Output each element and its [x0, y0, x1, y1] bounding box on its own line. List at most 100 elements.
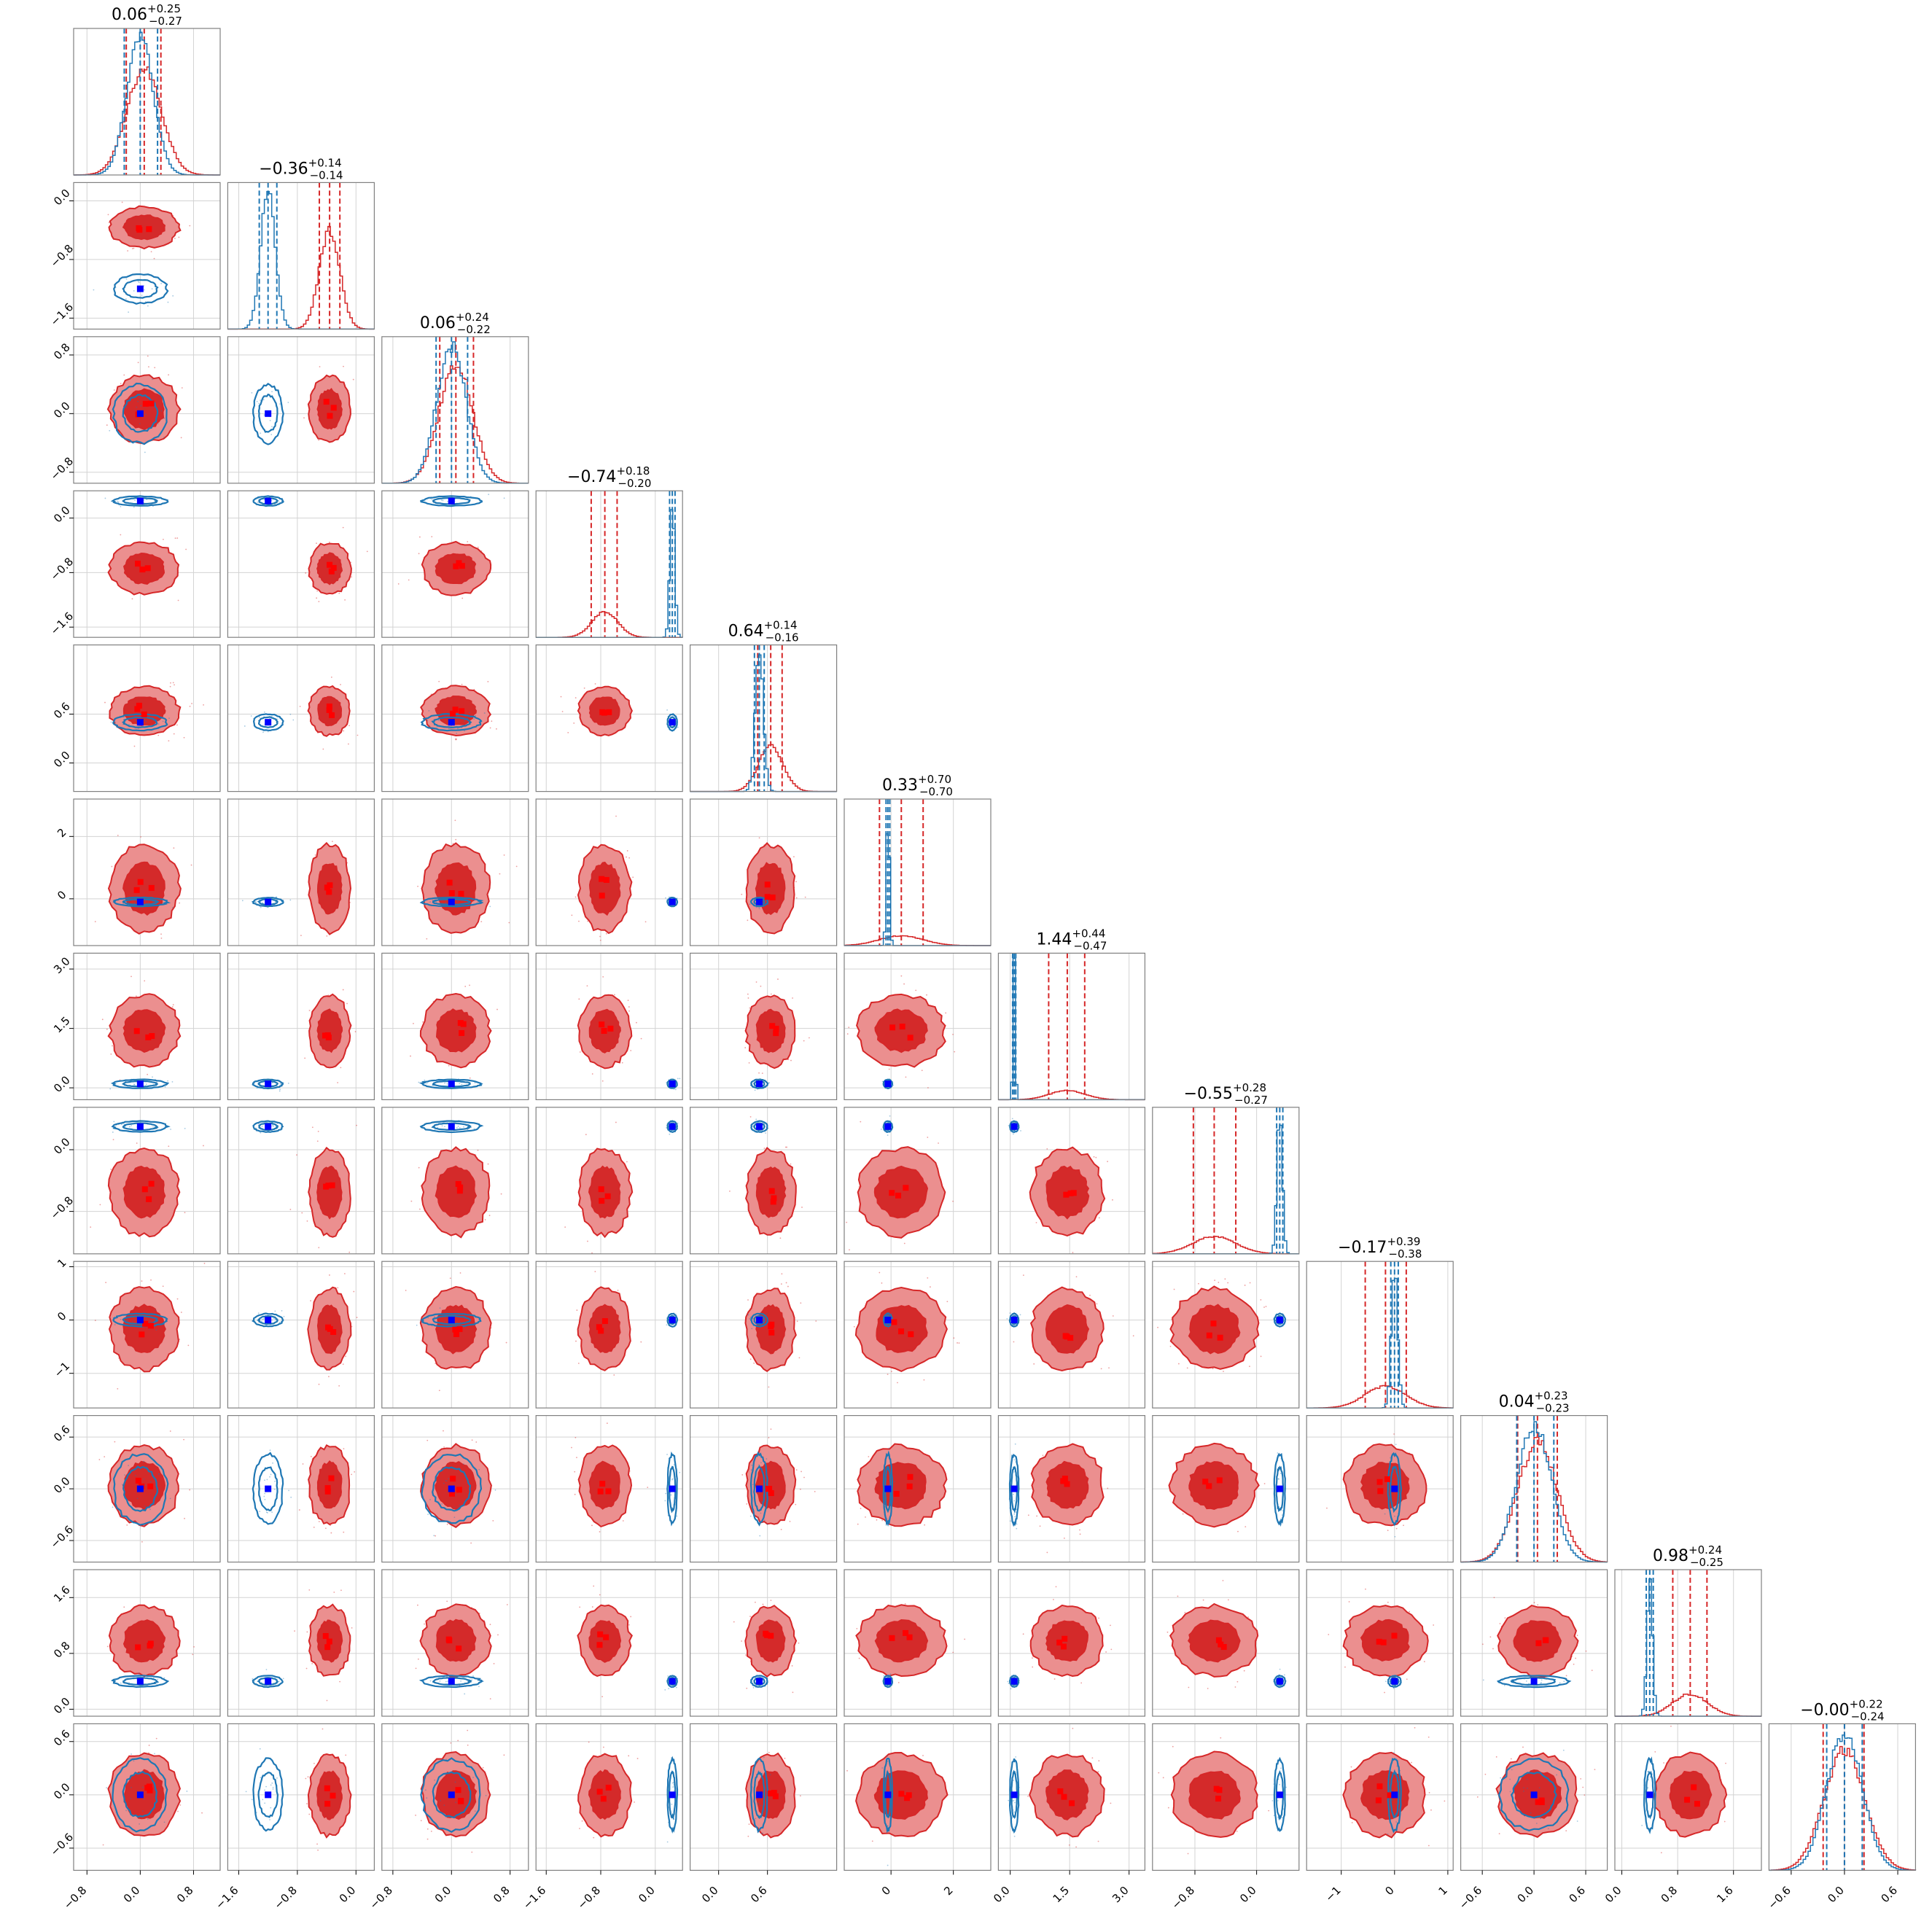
truth-marker: [136, 1791, 144, 1799]
red-sample: [1032, 1657, 1033, 1659]
red-marker: [607, 1025, 614, 1032]
panel-frame: [227, 1107, 375, 1255]
red-sample: [126, 1524, 128, 1526]
red-sample: [430, 1830, 432, 1832]
panel-title: −0.55+0.28 −0.27: [1184, 1081, 1268, 1107]
blue-sample: [891, 1312, 893, 1314]
red-sample: [340, 1589, 342, 1592]
red-sample: [1032, 1666, 1034, 1668]
contour-panel: [1306, 1569, 1454, 1717]
red-sample: [147, 355, 149, 357]
panel-content: [741, 837, 806, 935]
panel-content: [106, 355, 183, 453]
truth-marker: [669, 1485, 676, 1492]
truth-marker: [265, 719, 272, 726]
red-sample: [1042, 1454, 1044, 1457]
blue-contour-outer: [110, 1078, 170, 1089]
blue-sample: [456, 1322, 458, 1323]
blue-sample: [472, 1675, 474, 1677]
red-sample: [1098, 1617, 1099, 1619]
blue-sample: [429, 901, 432, 903]
red-sample: [339, 1680, 341, 1683]
red-contour-inner: [874, 1008, 928, 1053]
blue-sample: [120, 1123, 122, 1126]
blue-sample: [264, 1492, 266, 1495]
red-marker: [144, 565, 151, 572]
red-marker: [1376, 1638, 1382, 1645]
red-sample: [799, 1488, 801, 1490]
red-sample: [876, 1519, 878, 1521]
red-sample: [579, 1606, 581, 1608]
blue-contour-outer: [420, 1312, 482, 1328]
truth-marker: [756, 1080, 763, 1088]
red-sample: [1244, 1285, 1246, 1286]
blue-sample: [171, 1081, 174, 1083]
panel-frame: [227, 336, 375, 484]
blue-contour-inner: [431, 1122, 472, 1131]
title-upper: +0.24: [456, 311, 489, 324]
red-sample: [203, 704, 204, 706]
blue-contour-outer: [252, 495, 285, 507]
red-marker: [459, 708, 465, 714]
blue-contour-outer: [113, 273, 169, 305]
panel-content: [410, 1120, 502, 1239]
blue-sample: [434, 1316, 435, 1318]
red-sample: [148, 1745, 150, 1746]
red-marker: [329, 712, 335, 718]
red-sample: [579, 1828, 580, 1829]
red-sample: [508, 922, 510, 924]
blue-sample: [426, 1797, 428, 1799]
red-sample: [1263, 1306, 1265, 1308]
red-marker: [330, 1792, 336, 1799]
panel-frame: [844, 1569, 992, 1717]
blue-sample: [133, 1084, 136, 1086]
red-marker: [771, 1195, 777, 1201]
red-sample: [337, 1287, 339, 1289]
red-marker: [148, 1180, 155, 1187]
red-sample: [173, 733, 175, 735]
truth-marker: [136, 1678, 144, 1685]
red-marker: [141, 711, 147, 717]
panel-frame: [689, 952, 838, 1101]
blue-sample: [144, 451, 146, 453]
blue-sample: [1540, 1683, 1542, 1684]
red-sample: [174, 684, 175, 686]
red-marker: [458, 1798, 464, 1804]
panel-background: [227, 644, 375, 792]
red-marker: [1215, 1637, 1222, 1643]
red-sample: [946, 1301, 949, 1303]
blue-sample: [473, 1128, 475, 1130]
panel-content: [252, 989, 357, 1092]
red-sample: [340, 684, 341, 685]
blue-sample: [453, 1516, 456, 1519]
blue-sample: [146, 499, 148, 501]
panel-frame: [997, 1107, 1146, 1255]
red-sample: [443, 1430, 444, 1432]
red-sample: [1533, 1602, 1535, 1604]
red-sample: [857, 1523, 859, 1525]
blue-sample: [439, 1680, 441, 1682]
blue-sample: [488, 494, 490, 496]
blue-sample: [252, 1678, 254, 1680]
title-upper: +0.14: [308, 156, 342, 169]
blue-sample: [131, 1125, 133, 1126]
red-marker: [1380, 1639, 1387, 1645]
truth-marker: [669, 1678, 676, 1685]
red-marker: [136, 702, 142, 709]
red-sample: [1166, 1631, 1169, 1633]
red-sample: [438, 680, 440, 682]
panel-content: [106, 1604, 195, 1688]
red-sample: [183, 1438, 184, 1441]
red-sample: [1403, 1524, 1404, 1527]
red-marker: [605, 1784, 612, 1791]
red-sample: [135, 995, 137, 997]
blue-sample: [262, 1318, 265, 1320]
red-marker: [1384, 1476, 1390, 1482]
blue-sample: [143, 499, 145, 502]
red-sample: [1110, 1624, 1111, 1627]
blue-sample: [443, 1320, 445, 1323]
contour-panel: [535, 1414, 683, 1563]
blue-sample: [147, 305, 149, 307]
y-tick-label: −1.6: [48, 300, 76, 328]
red-marker: [149, 1032, 155, 1039]
